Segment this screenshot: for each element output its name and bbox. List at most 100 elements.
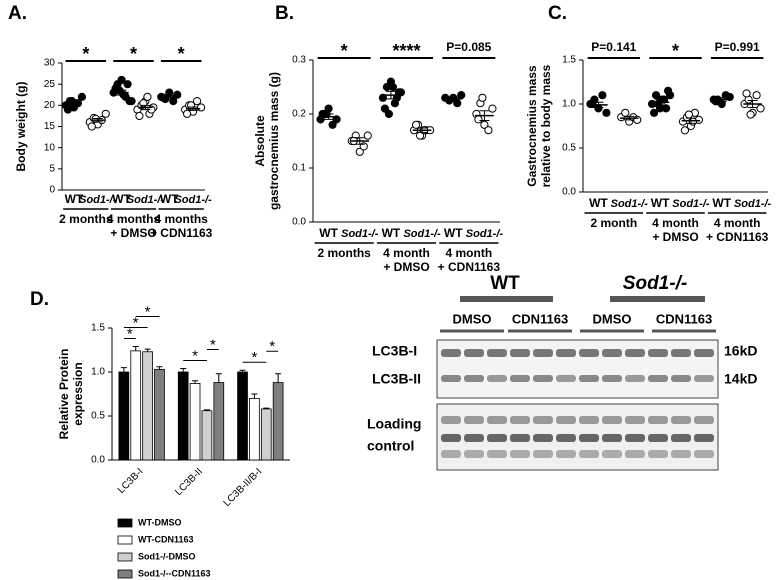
- y-tick-label: 0: [49, 185, 55, 196]
- x-tick-label: WT: [444, 226, 463, 240]
- data-point: [127, 97, 136, 106]
- data-point: [680, 126, 690, 135]
- data-point: [328, 120, 337, 129]
- group-label: 4 month: [714, 216, 761, 230]
- genotype-label: WT: [490, 273, 520, 294]
- data-point: [651, 91, 661, 100]
- x-tick-label: WT: [65, 192, 84, 206]
- data-point: [633, 115, 642, 124]
- data-point: [378, 93, 388, 102]
- y-tick-label: 30: [44, 58, 56, 69]
- y-axis-label: Gastrocnemius mass: [525, 65, 539, 187]
- group-label: 4 months: [154, 212, 208, 226]
- band: [487, 349, 507, 357]
- band: [464, 434, 484, 442]
- treatment-label: CDN1163: [512, 311, 568, 326]
- error-bar: [203, 409, 210, 411]
- error-bar: [479, 110, 490, 121]
- bar: [272, 382, 284, 461]
- error-bar: [417, 127, 428, 133]
- bar: [237, 371, 248, 461]
- x-tick-label: WT: [319, 226, 338, 240]
- x-tick-label: Sod1-/-: [127, 194, 165, 206]
- band: [533, 375, 553, 382]
- treatment-label: DMSO: [453, 311, 492, 326]
- data-point: [117, 75, 126, 85]
- error-bar: [275, 373, 282, 383]
- data-point: [457, 91, 466, 100]
- error-bar: [140, 104, 151, 111]
- group-label: + CDN1163: [438, 260, 501, 274]
- band: [487, 450, 507, 458]
- error-bar: [655, 99, 666, 106]
- y-tick-label: 1.0: [562, 99, 576, 110]
- significance-label: *: [192, 347, 198, 364]
- data-point: [478, 93, 487, 102]
- data-point: [665, 91, 675, 100]
- x-tick-label: WT: [589, 196, 608, 210]
- data-point: [661, 104, 671, 113]
- band: [556, 349, 576, 357]
- y-tick-label: 1.5: [91, 323, 105, 334]
- data-point: [380, 104, 390, 113]
- y-axis-label: expression: [71, 362, 85, 425]
- data-point: [649, 108, 659, 117]
- band: [533, 434, 553, 442]
- x-tick-label: Sod1-/-: [611, 198, 649, 210]
- group-label: 4 months: [107, 212, 161, 226]
- x-tick-label: Sod1-/-: [341, 228, 379, 240]
- y-tick-label: 0.0: [292, 217, 306, 228]
- y-tick-label: 5: [49, 163, 55, 174]
- band: [579, 416, 599, 424]
- y-tick-label: 25: [44, 79, 56, 90]
- band: [694, 450, 714, 458]
- error-bar: [188, 106, 199, 111]
- band: [556, 375, 576, 382]
- data-point: [588, 99, 597, 109]
- data-point: [182, 109, 192, 118]
- error-bar: [263, 407, 270, 409]
- band: [510, 349, 530, 357]
- error-bar: [92, 117, 103, 123]
- size-label: 14kD: [724, 371, 757, 387]
- data-point: [684, 110, 694, 119]
- group-label: + DMSO: [652, 230, 698, 244]
- band: [510, 375, 530, 382]
- data-point: [143, 92, 152, 101]
- error-bar: [180, 367, 187, 372]
- y-axis-label: gastrocnemius mass (g): [267, 72, 281, 210]
- significance-label: *: [269, 338, 275, 355]
- band: [556, 450, 576, 458]
- band: [671, 375, 691, 382]
- band: [625, 416, 645, 424]
- band: [694, 416, 714, 424]
- y-axis-label: Body weight (g): [14, 82, 28, 172]
- error-bar: [239, 369, 246, 372]
- data-point: [101, 109, 110, 118]
- data-point: [746, 110, 755, 119]
- significance-label: P=0.141: [591, 40, 636, 54]
- band: [694, 375, 714, 382]
- error-bar: [215, 373, 222, 383]
- band: [556, 416, 576, 424]
- error-bar: [354, 137, 365, 145]
- x-tick-label: LC3B-II: [173, 466, 205, 498]
- band: [579, 375, 599, 382]
- error-bar: [120, 367, 127, 372]
- x-tick-label: Sod1-/-: [734, 198, 772, 210]
- data-point: [598, 91, 607, 100]
- y-tick-label: 0.3: [292, 55, 306, 66]
- band: [441, 349, 461, 357]
- y-tick-label: 1.5: [562, 55, 576, 66]
- band-label: LC3B-II: [372, 371, 421, 387]
- bar: [213, 382, 225, 461]
- legend-label: WT-DMSO: [138, 517, 182, 527]
- group-label: 4 month: [383, 246, 430, 260]
- loading-label: Loading: [367, 416, 421, 432]
- band: [579, 434, 599, 442]
- data-point: [411, 120, 421, 129]
- group-label: + DMSO: [383, 260, 429, 274]
- bar: [130, 350, 142, 461]
- group-label: 2 month: [590, 216, 637, 230]
- legend-swatch: [117, 569, 133, 579]
